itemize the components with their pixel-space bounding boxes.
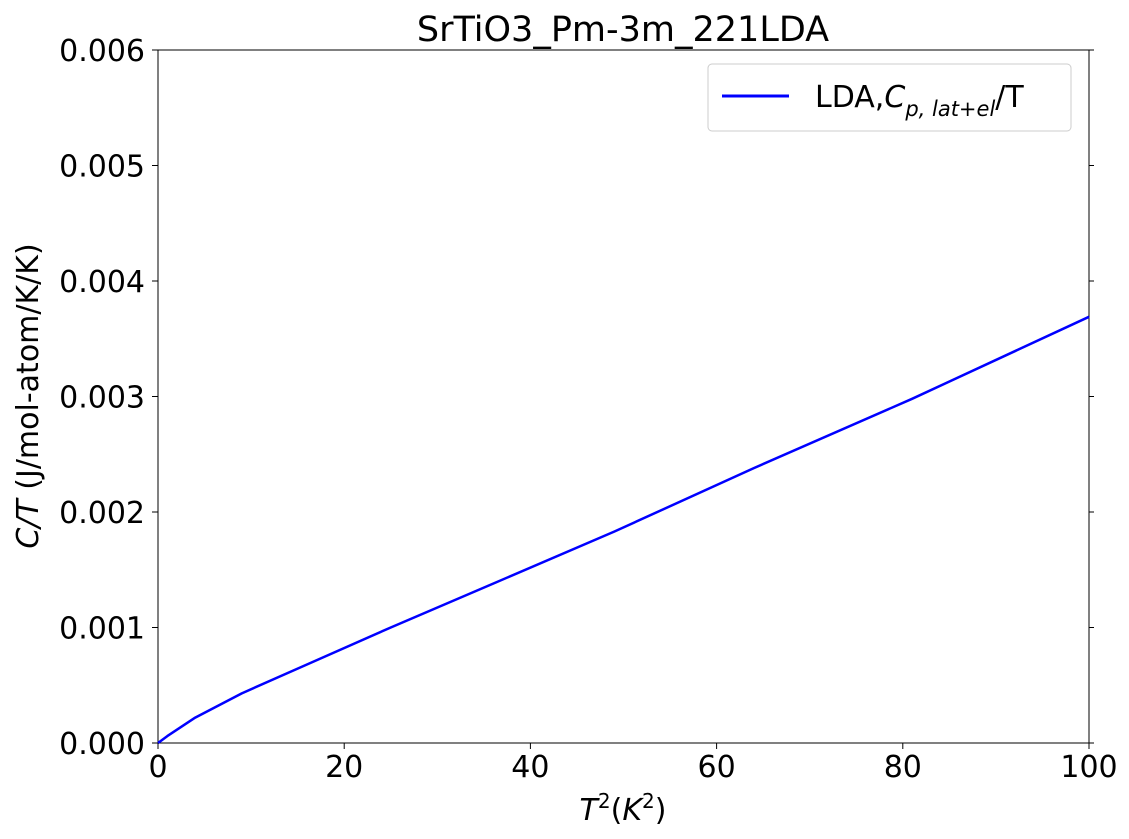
x-axis-ticks: 0 20 40 60 80 100	[148, 743, 1118, 785]
x-tick-label: 60	[698, 750, 736, 785]
x-tick-label: 80	[884, 750, 922, 785]
y-tick-label: 0.004	[59, 265, 145, 300]
x-axis-label-base: T	[580, 793, 601, 828]
x-axis-label-unit: K	[622, 793, 644, 828]
x-axis-label-end: )	[655, 793, 667, 828]
y-tick-label: 0.002	[59, 496, 145, 531]
data-lines	[157, 315, 1090, 745]
y-tick-label: 0.003	[59, 381, 145, 416]
y-axis-ticks: 0.000 0.001 0.002 0.003 0.004 0.005 0.006	[59, 34, 1094, 762]
y-tick-label: 0.000	[59, 727, 145, 762]
legend-label-subscript: p, lat+el	[904, 97, 995, 121]
x-tick-label: 40	[511, 750, 549, 785]
plot-frame	[157, 49, 1090, 744]
x-tick-label: 0	[148, 750, 167, 785]
x-axis-label-sup2: 2	[642, 789, 655, 813]
x-axis-label: T2(K2)	[580, 789, 667, 828]
y-tick-label: 0.006	[59, 34, 145, 69]
x-tick-label: 20	[325, 750, 363, 785]
y-axis-label-rest: (J/mol-atom/K/K)	[11, 243, 46, 499]
legend-label: LDA,Cp, lat+el/T	[815, 80, 1024, 121]
plot-area	[157, 49, 1090, 745]
x-tick-label: 100	[1060, 750, 1117, 785]
series-line	[157, 315, 1090, 745]
x-axis-label-open: (	[611, 793, 623, 828]
chart-title: SrTiO3_Pm-3m_221LDA	[417, 10, 829, 50]
y-tick-label: 0.005	[59, 150, 145, 185]
legend-box	[707, 63, 1072, 132]
y-axis-label: C/T (J/mol-atom/K/K)	[11, 243, 46, 548]
y-tick-label: 0.001	[59, 612, 145, 647]
y-axis-label-italic: C/T	[11, 497, 46, 549]
legend-label-prefix: LDA,	[815, 80, 884, 115]
legend-label-symbol: C	[884, 80, 905, 115]
legend: LDA,Cp, lat+el/T	[707, 63, 1072, 132]
x-axis-label-sup: 2	[598, 789, 611, 813]
legend-label-suffix: /T	[995, 80, 1024, 115]
